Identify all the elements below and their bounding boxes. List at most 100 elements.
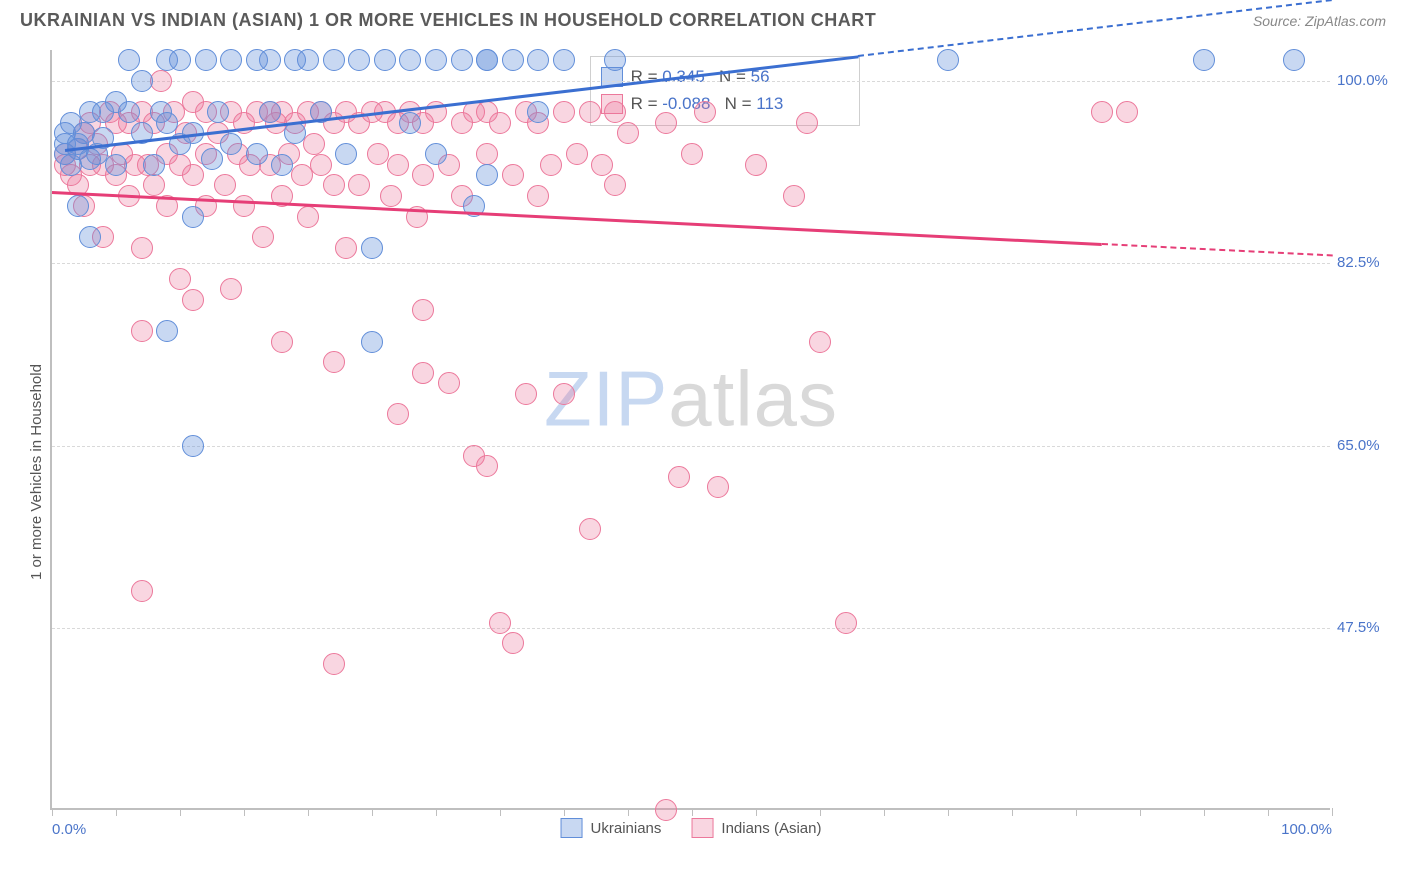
data-point-ukrainians bbox=[118, 101, 140, 123]
legend-label-ukrainians: Ukrainians bbox=[591, 820, 662, 837]
data-point-indians bbox=[412, 299, 434, 321]
data-point-indians bbox=[220, 278, 242, 300]
data-point-ukrainians bbox=[156, 112, 178, 134]
legend-stats-row-ukrainians: R = 0.345 N = 56 bbox=[601, 63, 847, 90]
legend-label-indians: Indians (Asian) bbox=[721, 820, 821, 837]
data-point-ukrainians bbox=[1283, 49, 1305, 71]
data-point-indians bbox=[566, 143, 588, 165]
data-point-indians bbox=[591, 154, 613, 176]
data-point-ukrainians bbox=[143, 154, 165, 176]
x-tick bbox=[820, 808, 821, 816]
data-point-indians bbox=[655, 799, 677, 821]
chart-container: UKRAINIAN VS INDIAN (ASIAN) 1 OR MORE VE… bbox=[0, 0, 1406, 892]
data-point-ukrainians bbox=[374, 49, 396, 71]
x-tick bbox=[116, 808, 117, 816]
data-point-ukrainians bbox=[425, 49, 447, 71]
data-point-indians bbox=[169, 268, 191, 290]
data-point-indians bbox=[502, 164, 524, 186]
source-label: Source: ZipAtlas.com bbox=[1253, 13, 1386, 29]
x-tick bbox=[1332, 808, 1333, 816]
data-point-ukrainians bbox=[361, 237, 383, 259]
data-point-ukrainians bbox=[169, 49, 191, 71]
data-point-ukrainians bbox=[399, 49, 421, 71]
data-point-ukrainians bbox=[527, 49, 549, 71]
data-point-indians bbox=[694, 101, 716, 123]
gridline bbox=[52, 81, 1330, 82]
data-point-indians bbox=[540, 154, 562, 176]
x-tick bbox=[628, 808, 629, 816]
x-tick bbox=[244, 808, 245, 816]
y-tick-label: 47.5% bbox=[1337, 619, 1392, 636]
data-point-indians bbox=[579, 101, 601, 123]
x-tick-label: 0.0% bbox=[52, 821, 86, 838]
data-point-ukrainians bbox=[259, 101, 281, 123]
data-point-indians bbox=[1091, 101, 1113, 123]
data-point-ukrainians bbox=[207, 101, 229, 123]
data-point-indians bbox=[617, 122, 639, 144]
data-point-indians bbox=[553, 383, 575, 405]
y-tick-label: 82.5% bbox=[1337, 254, 1392, 271]
x-tick bbox=[564, 808, 565, 816]
x-tick bbox=[756, 808, 757, 816]
x-tick bbox=[180, 808, 181, 816]
data-point-ukrainians bbox=[553, 49, 575, 71]
data-point-indians bbox=[438, 372, 460, 394]
swatch-ukrainians bbox=[561, 818, 583, 838]
data-point-ukrainians bbox=[182, 206, 204, 228]
data-point-indians bbox=[835, 612, 857, 634]
data-point-ukrainians bbox=[476, 49, 498, 71]
data-point-ukrainians bbox=[79, 226, 101, 248]
data-point-ukrainians bbox=[1193, 49, 1215, 71]
watermark: ZIPatlas bbox=[544, 353, 838, 444]
swatch-indians bbox=[691, 818, 713, 838]
data-point-indians bbox=[681, 143, 703, 165]
data-point-indians bbox=[553, 101, 575, 123]
data-point-ukrainians bbox=[182, 435, 204, 457]
data-point-indians bbox=[271, 331, 293, 353]
x-tick bbox=[1204, 808, 1205, 816]
data-point-ukrainians bbox=[67, 195, 89, 217]
data-point-ukrainians bbox=[527, 101, 549, 123]
data-point-indians bbox=[579, 518, 601, 540]
data-point-ukrainians bbox=[271, 154, 293, 176]
data-point-ukrainians bbox=[201, 148, 223, 170]
data-point-ukrainians bbox=[131, 70, 153, 92]
data-point-indians bbox=[515, 383, 537, 405]
y-tick-label: 65.0% bbox=[1337, 437, 1392, 454]
legend-item-ukrainians: Ukrainians bbox=[561, 818, 662, 838]
x-tick bbox=[436, 808, 437, 816]
data-point-ukrainians bbox=[361, 331, 383, 353]
data-point-ukrainians bbox=[105, 154, 127, 176]
data-point-ukrainians bbox=[604, 49, 626, 71]
trendline-extension-indians bbox=[1102, 243, 1332, 256]
data-point-ukrainians bbox=[323, 49, 345, 71]
data-point-indians bbox=[323, 174, 345, 196]
series-legend: Ukrainians Indians (Asian) bbox=[561, 818, 822, 838]
data-point-indians bbox=[252, 226, 274, 248]
data-point-indians bbox=[303, 133, 325, 155]
data-point-indians bbox=[745, 154, 767, 176]
data-point-ukrainians bbox=[502, 49, 524, 71]
data-point-indians bbox=[604, 101, 626, 123]
data-point-ukrainians bbox=[220, 133, 242, 155]
x-tick-label: 100.0% bbox=[1281, 821, 1332, 838]
data-point-indians bbox=[668, 466, 690, 488]
data-point-ukrainians bbox=[425, 143, 447, 165]
chart-title: UKRAINIAN VS INDIAN (ASIAN) 1 OR MORE VE… bbox=[20, 10, 876, 31]
gridline bbox=[52, 446, 1330, 447]
x-tick bbox=[308, 808, 309, 816]
data-point-indians bbox=[1116, 101, 1138, 123]
data-point-indians bbox=[150, 70, 172, 92]
data-point-indians bbox=[297, 206, 319, 228]
data-point-indians bbox=[387, 154, 409, 176]
data-point-indians bbox=[380, 185, 402, 207]
data-point-indians bbox=[182, 164, 204, 186]
x-tick bbox=[1268, 808, 1269, 816]
data-point-indians bbox=[323, 351, 345, 373]
trendline-indians bbox=[52, 191, 1102, 246]
data-point-indians bbox=[527, 185, 549, 207]
data-point-indians bbox=[131, 237, 153, 259]
data-point-indians bbox=[214, 174, 236, 196]
data-point-indians bbox=[412, 362, 434, 384]
data-point-ukrainians bbox=[156, 320, 178, 342]
